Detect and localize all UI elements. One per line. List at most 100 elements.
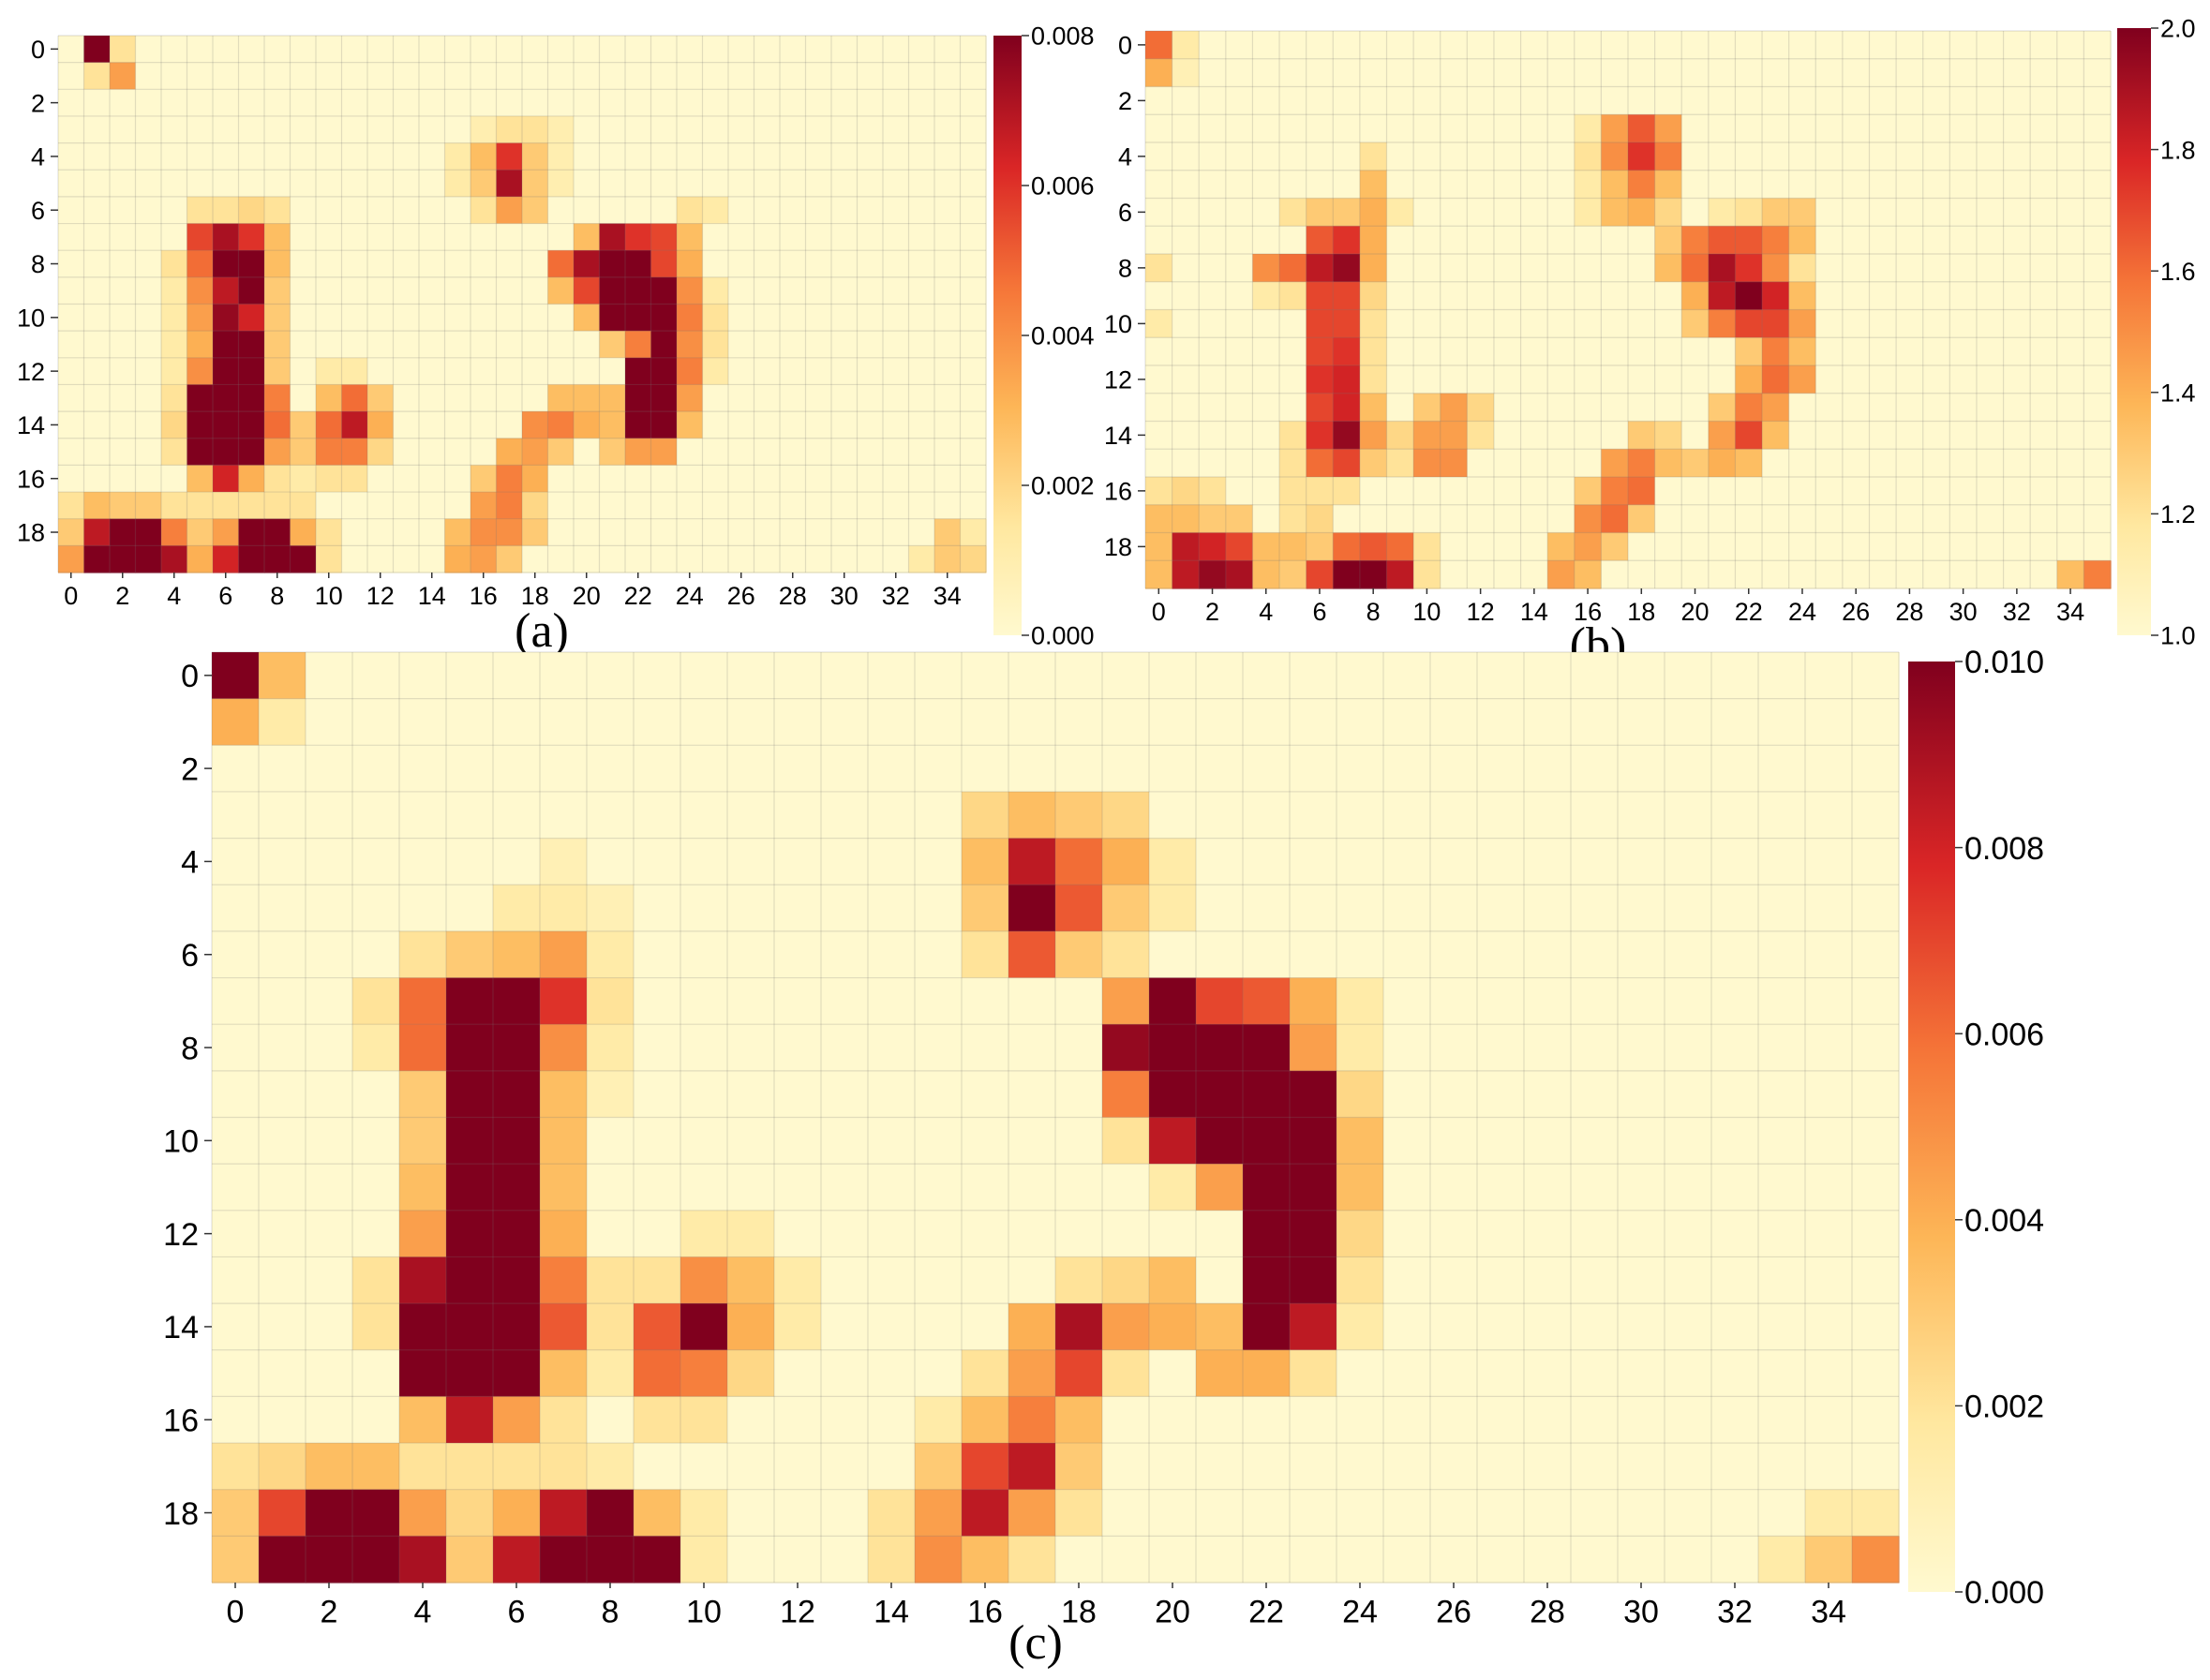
heatmap-cell bbox=[1008, 885, 1056, 932]
colorbar-tick-label: 1.2 bbox=[2160, 500, 2196, 528]
heatmap-cell bbox=[1386, 560, 1414, 589]
heatmap-cell bbox=[1654, 142, 1682, 171]
heatmap-cell bbox=[259, 1489, 306, 1537]
heatmap-cell bbox=[677, 276, 704, 305]
heatmap-cell bbox=[1708, 504, 1737, 534]
heatmap-cell bbox=[1386, 532, 1414, 561]
heatmap-cell bbox=[857, 250, 884, 278]
heatmap-cell bbox=[238, 223, 265, 251]
heatmap-cell bbox=[1199, 58, 1227, 88]
heatmap-cell bbox=[2083, 226, 2112, 255]
heatmap-cell bbox=[341, 89, 368, 117]
heatmap-cell bbox=[1359, 560, 1388, 589]
y-tick-label: 0 bbox=[31, 36, 45, 64]
heatmap-cell bbox=[1852, 1536, 1900, 1583]
colorbar-tick-label: 1.4 bbox=[2160, 379, 2196, 408]
heatmap-cell bbox=[1145, 560, 1173, 589]
heatmap-cell bbox=[883, 545, 910, 573]
heatmap-cell bbox=[522, 62, 549, 90]
heatmap-cell bbox=[522, 89, 549, 117]
heatmap-cell bbox=[702, 276, 729, 305]
heatmap-cell bbox=[1815, 504, 1844, 534]
heatmap-cell bbox=[493, 652, 541, 700]
heatmap-cell bbox=[1788, 532, 1816, 561]
heatmap-cell bbox=[1243, 1210, 1291, 1258]
heatmap-cell bbox=[1383, 1303, 1431, 1351]
heatmap-cell bbox=[1145, 198, 1173, 227]
heatmap-cell bbox=[393, 331, 420, 359]
heatmap-cell bbox=[915, 652, 963, 700]
y-tick-label: 8 bbox=[1118, 255, 1132, 283]
heatmap-cell bbox=[1654, 281, 1682, 311]
heatmap-cell bbox=[1196, 1164, 1244, 1212]
heatmap-cell bbox=[1665, 1489, 1712, 1537]
x-tick-label: 12 bbox=[366, 582, 395, 610]
heatmap-cell bbox=[1654, 532, 1682, 561]
heatmap-cell bbox=[83, 331, 111, 359]
heatmap-cell bbox=[1815, 31, 1844, 60]
x-tick-label: 14 bbox=[418, 582, 446, 610]
colorbar-tick-label: 0.002 bbox=[1031, 472, 1095, 500]
heatmap-cell bbox=[306, 1303, 353, 1351]
y-tick-label: 12 bbox=[1104, 366, 1132, 394]
heatmap-cell bbox=[1199, 86, 1227, 115]
heatmap-cell bbox=[774, 652, 822, 700]
heatmap-cell bbox=[868, 1070, 916, 1119]
heatmap-cell bbox=[419, 170, 446, 198]
heatmap-cell bbox=[1574, 504, 1602, 534]
heatmap-cell bbox=[399, 885, 447, 932]
heatmap-cell bbox=[135, 357, 162, 386]
heatmap-cell bbox=[1869, 337, 1897, 366]
heatmap-cell bbox=[728, 170, 755, 198]
heatmap-cell bbox=[587, 838, 635, 885]
heatmap-cell bbox=[1571, 977, 1619, 1025]
heatmap-cell bbox=[1440, 309, 1468, 338]
heatmap-cell bbox=[831, 36, 859, 64]
heatmap-cell bbox=[821, 1024, 869, 1072]
heatmap-cell bbox=[702, 250, 729, 278]
heatmap-cell bbox=[470, 36, 498, 64]
heatmap-cell bbox=[934, 411, 962, 439]
heatmap-cell bbox=[1949, 142, 1978, 171]
heatmap-cell bbox=[702, 465, 729, 493]
heatmap-cell bbox=[238, 276, 265, 305]
heatmap-cell bbox=[1149, 1396, 1197, 1444]
heatmap-cell bbox=[1711, 885, 1759, 932]
heatmap-cell bbox=[1477, 1256, 1525, 1304]
heatmap-cell bbox=[1869, 393, 1897, 423]
heatmap-cell bbox=[857, 465, 884, 493]
heatmap-cell bbox=[1430, 1117, 1478, 1165]
heatmap-cell bbox=[1440, 393, 1468, 423]
heatmap-cell bbox=[821, 930, 869, 979]
heatmap-cell bbox=[1574, 254, 1602, 283]
x-tick-label: 28 bbox=[1895, 598, 1923, 626]
heatmap-cell bbox=[677, 545, 704, 573]
heatmap-cell bbox=[727, 745, 775, 793]
heatmap-cell bbox=[1571, 1210, 1619, 1258]
heatmap-cell bbox=[650, 142, 678, 171]
heatmap-cell bbox=[1758, 1396, 1806, 1444]
x-tick-label: 26 bbox=[1436, 1595, 1471, 1630]
heatmap-cell bbox=[540, 1024, 588, 1072]
heatmap-cell bbox=[960, 170, 987, 198]
heatmap-cell bbox=[1618, 791, 1665, 840]
heatmap-cell bbox=[444, 62, 471, 90]
heatmap-cell bbox=[1333, 532, 1361, 561]
heatmap-cell bbox=[110, 331, 137, 359]
heatmap-cell bbox=[1520, 198, 1548, 227]
heatmap-cell bbox=[1386, 142, 1414, 171]
heatmap-cell bbox=[1976, 58, 2005, 88]
heatmap-cell bbox=[1708, 281, 1737, 311]
heatmap-cell bbox=[754, 89, 781, 117]
heatmap-cell bbox=[213, 304, 240, 332]
heatmap-cell bbox=[259, 1396, 306, 1444]
colorbar-tick-label: 0.000 bbox=[1964, 1575, 2044, 1611]
heatmap-cell bbox=[934, 545, 962, 573]
heatmap-cell bbox=[213, 223, 240, 251]
y-tick-label: 0 bbox=[1118, 32, 1132, 60]
heatmap-cell bbox=[960, 250, 987, 278]
heatmap-cell bbox=[1008, 838, 1056, 885]
heatmap-cell bbox=[868, 1164, 916, 1212]
heatmap-cell bbox=[908, 223, 935, 251]
heatmap-cell bbox=[1279, 337, 1307, 366]
